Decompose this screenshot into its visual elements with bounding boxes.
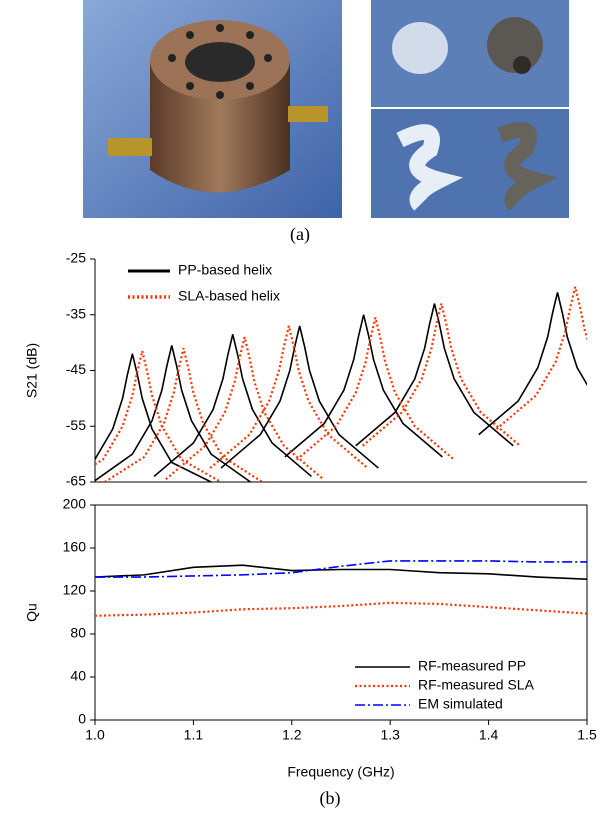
y-tick-label: -45 [66,361,86,377]
y-tick-label: -35 [66,305,86,321]
y-tick-label: 80 [70,625,86,641]
plot-lines [95,286,587,482]
y-tick-label: -55 [66,417,86,433]
series-line [165,336,325,481]
series-line [296,317,455,461]
y-tick-label: 120 [63,582,87,598]
series-line [95,350,222,482]
y-tick-label: -25 [66,250,86,266]
y-axis-label: S21 (dB) [24,343,40,398]
x-tick-label: 1.1 [184,727,204,743]
caption: (b) [320,788,341,809]
legend-label: RF-measured SLA [418,677,535,693]
y-tick-label: 0 [78,711,86,727]
series-line [95,601,587,617]
series-line [95,345,251,482]
legend-label: RF-measured PP [418,658,526,674]
x-axis-label: Frequency (GHz) [287,764,394,780]
legend-label: EM simulated [418,696,503,712]
x-tick-label: 1.5 [577,727,597,743]
caption: (a) [290,224,310,245]
series-line [95,560,587,578]
series-line [284,314,443,458]
series-line [104,347,263,482]
legend-label: SLA-based helix [178,288,280,304]
series-line [361,303,521,447]
x-tick-label: 1.3 [380,727,400,743]
x-tick-label: 1.2 [282,727,302,743]
x-tick-label: 1.4 [479,727,499,743]
series-line [153,334,312,478]
y-tick-label: 200 [63,496,87,512]
y-tick-label: 40 [70,668,86,684]
series-line [478,292,587,436]
photo-helices [371,0,569,218]
legend-label: PP-based helix [178,262,272,278]
x-tick-label: 1.0 [85,727,105,743]
series-line [95,564,587,580]
photo-cavity [83,0,342,218]
series-line [495,286,587,430]
y-tick-label: 160 [63,539,87,555]
series-line [355,303,514,447]
plot-lines [95,560,587,617]
series-line [209,325,369,469]
y-tick-label: -65 [66,473,86,489]
y-axis-label: Qu [24,603,40,622]
series-line [95,353,212,482]
plot-frame [94,504,588,721]
series-line [220,325,379,469]
